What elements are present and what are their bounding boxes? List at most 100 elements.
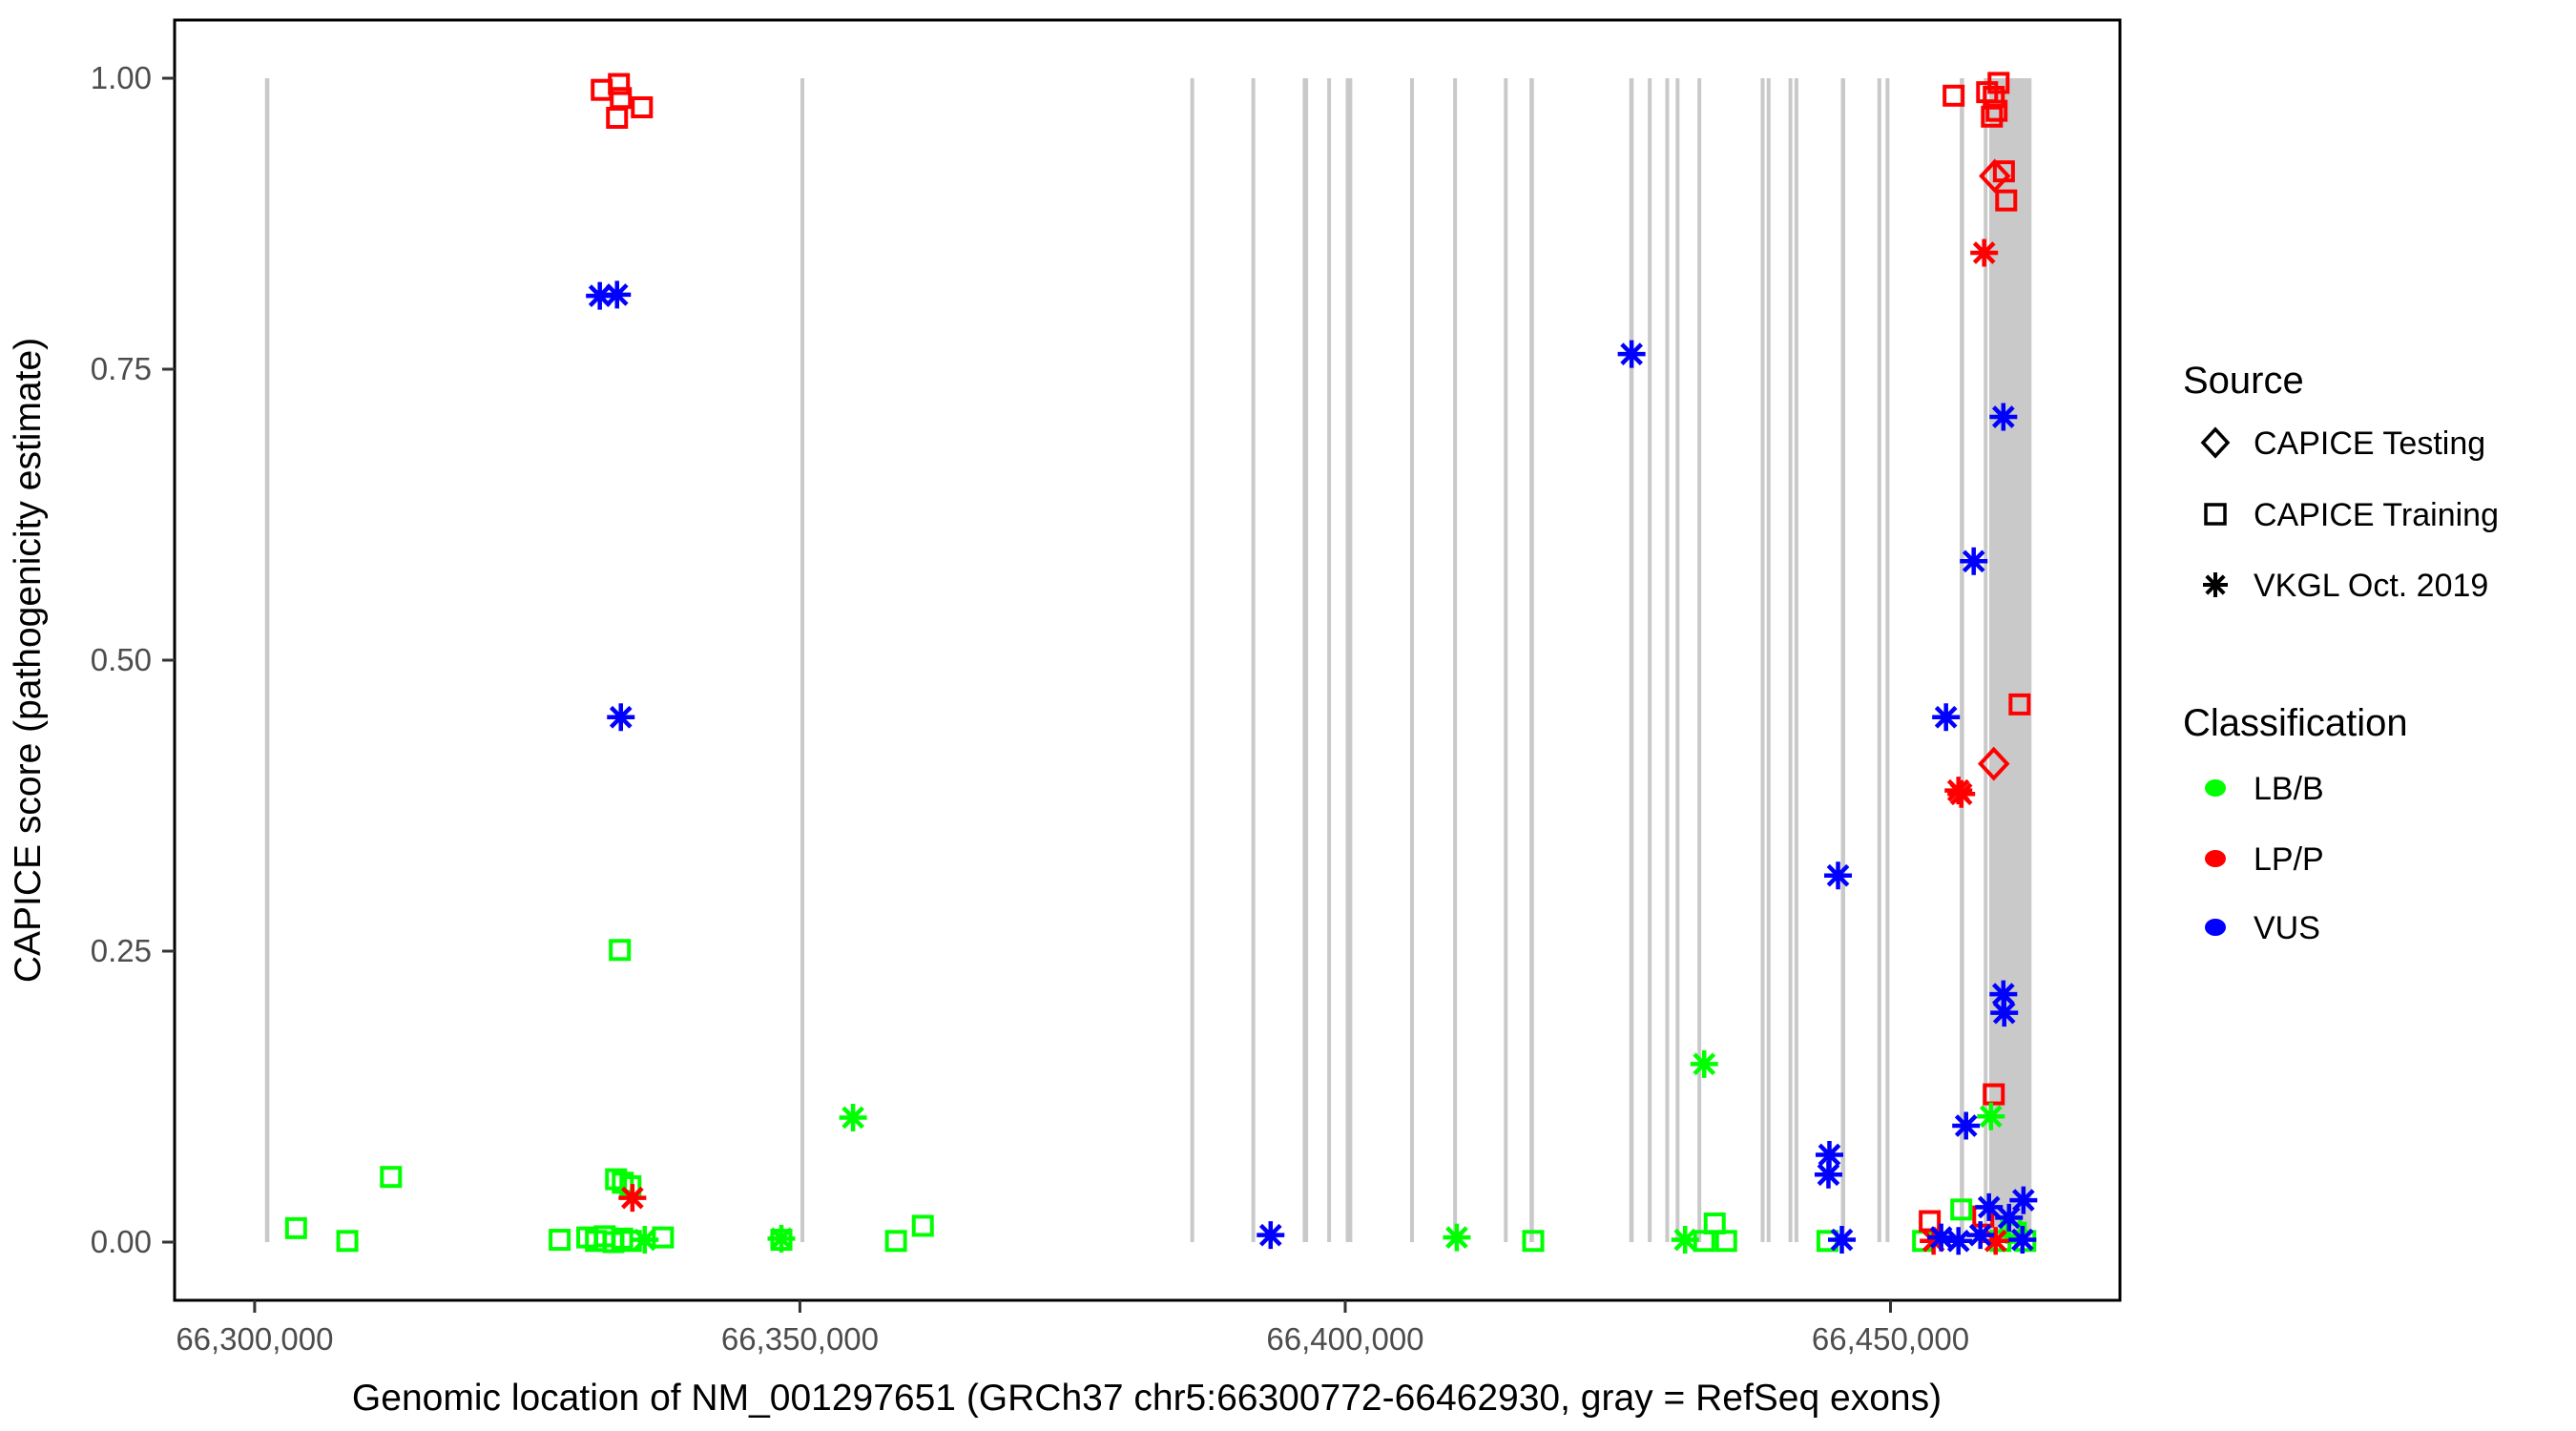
point-asterisk [1257,1221,1285,1250]
diamond-icon [2200,426,2231,459]
legend-item-label: CAPICE Training [2254,497,2499,533]
y-axis: 0.00 0.25 0.50 0.75 1.00 [91,60,175,1259]
x-axis: 66,300,000 66,350,000 66,400,000 66,450,000 [176,1300,1969,1357]
point-asterisk [1443,1223,1471,1252]
point-square [336,1230,359,1253]
y-tick-label: 0.00 [91,1224,152,1259]
refseq-exon [1453,78,1458,1242]
refseq-exon [1327,78,1332,1242]
legend-item-label: LB/B [2254,771,2324,807]
point-square [1985,99,2008,122]
point-square [1522,1230,1545,1253]
legend-item-lpp: LP/P [2205,841,2324,878]
point-asterisk [2009,1186,2038,1214]
point-asterisk [618,1184,647,1213]
refseq-exon [1760,78,1765,1242]
legend-item-label: VKGL Oct. 2019 [2254,568,2488,604]
point-square [1950,1198,1973,1221]
point-asterisk [1975,1192,2004,1221]
point-diamond [1978,746,2010,781]
lpp-dot-icon [2205,850,2226,867]
point-asterisk [2008,1226,2037,1255]
refseq-exon [1665,78,1670,1242]
point-asterisk [1982,1227,2010,1255]
refseq-exon [264,78,270,1242]
y-tick-label: 0.50 [91,642,152,677]
point-square [608,73,631,95]
refseq-exon [1675,78,1680,1242]
refseq-exon-bands [264,78,2032,1242]
point-asterisk [607,703,635,732]
refseq-exon [1788,78,1793,1242]
point-square [1703,1212,1726,1234]
point-asterisk [1824,861,1853,890]
refseq-exon [1988,78,2032,1242]
point-square [884,1230,907,1253]
point-square [1942,84,1965,107]
refseq-exon [1190,78,1195,1242]
legend-item-vus: VUS [2205,910,2320,946]
point-square [605,1168,628,1191]
data-points [284,72,2038,1255]
point-asterisk [1828,1226,1857,1255]
point-square [284,1216,307,1239]
y-tick-label: 1.00 [91,60,152,95]
point-asterisk [1932,703,1961,732]
point-asterisk [1815,1141,1843,1169]
refseq-exon [1766,78,1771,1242]
refseq-exon [1794,78,1798,1242]
point-asterisk [586,281,614,310]
point-asterisk [1617,340,1646,368]
point-square [652,1226,675,1249]
x-tick-label: 66,350,000 [721,1321,879,1357]
legend-item-lbb: LB/B [2205,771,2324,807]
refseq-exon [800,78,805,1242]
refseq-exon [1885,78,1890,1242]
point-square [631,96,654,118]
refseq-exon [1345,78,1353,1242]
point-asterisk [767,1224,796,1253]
point-asterisk [1927,1223,1956,1252]
legend-item-label: VUS [2254,910,2320,946]
point-square [1995,189,2018,212]
point-square [380,1166,403,1189]
refseq-exon [1984,78,1988,1242]
refseq-exon [1697,78,1702,1242]
legend-source-title: Source [2183,360,2304,402]
asterisk-icon [2203,572,2228,597]
point-asterisk [1944,1227,1973,1255]
point-square [1919,1210,1942,1233]
legend-source: Source CAPICE Testing CAPICE Training VK… [2183,360,2499,604]
x-tick-label: 66,400,000 [1266,1321,1423,1357]
point-square [1714,1230,1737,1253]
refseq-exon [1251,78,1256,1242]
x-tick-label: 66,300,000 [176,1321,333,1357]
refseq-exon [1529,78,1534,1242]
point-square [1981,105,2004,128]
x-axis-title: Genomic location of NM_001297651 (GRCh37… [352,1378,1942,1419]
point-asterisk [1690,1049,1718,1078]
legend-item-label: CAPICE Testing [2254,425,2485,462]
point-asterisk [1989,403,2018,431]
point-asterisk [1947,779,1976,808]
point-square [2008,693,2031,716]
point-asterisk [1990,999,2019,1027]
x-tick-label: 66,450,000 [1812,1321,1969,1357]
legend-item-capice-training: CAPICE Training [2204,497,2499,533]
refseq-exon [1648,78,1652,1242]
point-asterisk [631,1226,659,1255]
legend-item-label: LP/P [2254,841,2324,878]
refseq-exon [1960,78,1964,1242]
refseq-exon [1504,78,1508,1242]
point-diamond [1979,158,2011,194]
refseq-exon [1840,78,1846,1242]
lbb-dot-icon [2205,779,2226,797]
point-asterisk [1970,238,1999,267]
point-square [609,939,632,962]
point-asterisk [1952,1111,1981,1140]
legend-classification-title: Classification [2183,702,2408,744]
y-axis-title: CAPICE score (pathogenicity estimate) [8,338,49,983]
point-square [1983,1083,2005,1106]
